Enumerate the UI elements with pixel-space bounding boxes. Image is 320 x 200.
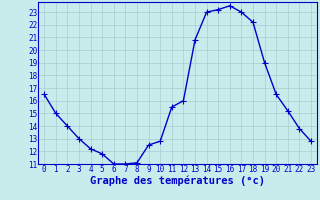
X-axis label: Graphe des températures (°c): Graphe des températures (°c) [90, 175, 265, 186]
